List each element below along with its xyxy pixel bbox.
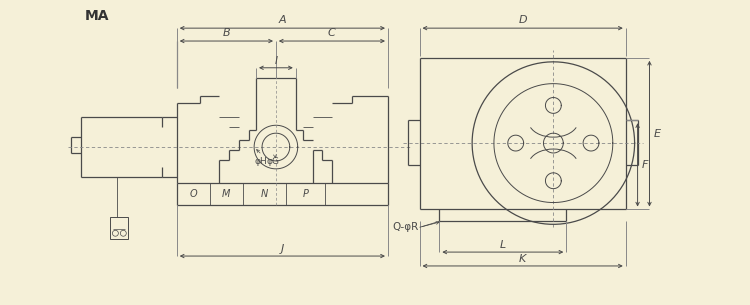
Text: P: P [303, 188, 308, 199]
Text: C: C [328, 28, 336, 38]
Text: E: E [653, 129, 661, 139]
Text: MA: MA [85, 9, 109, 23]
Text: A: A [278, 15, 286, 25]
Text: M: M [222, 188, 230, 199]
Text: J: J [280, 244, 284, 254]
Text: L: L [500, 240, 506, 250]
Bar [110, 217, 128, 239]
Text: F: F [641, 160, 648, 170]
Text: D: D [518, 15, 527, 25]
Text: φH: φH [255, 157, 268, 166]
Text: B: B [223, 28, 230, 38]
Text: O: O [189, 188, 197, 199]
Text: N: N [261, 188, 268, 199]
Text: K: K [519, 254, 526, 264]
Text: φG: φG [266, 157, 280, 166]
Text: Q-φR: Q-φR [393, 222, 419, 232]
Text: I: I [274, 56, 278, 66]
